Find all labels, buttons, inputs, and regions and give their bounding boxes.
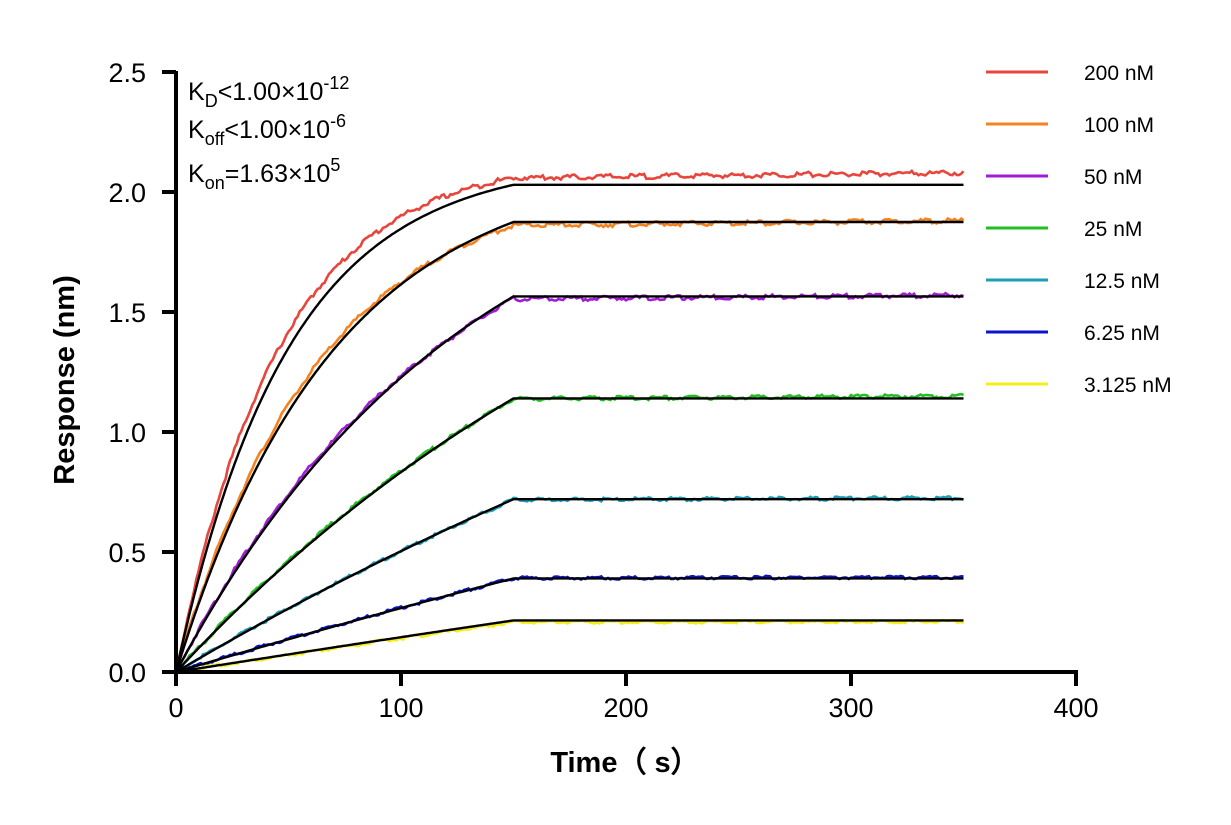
plot-area [174, 169, 965, 674]
series-line-200-nm [174, 169, 965, 672]
x-tick-label: 300 [828, 693, 873, 723]
axes: 0 100 200 300 400 0.0 0.5 1.0 1.5 2.0 2.5 [108, 58, 1098, 723]
y-axis-title: Response (nm) [49, 275, 81, 484]
y-tick-label: 1.0 [108, 418, 146, 448]
legend-label: 6.25 nM [1084, 322, 1160, 345]
fit-line-6-25-nm [175, 577, 964, 674]
fit-line-12-5-nm [175, 498, 964, 674]
legend: 200 nM 100 nM 50 nM 25 nM 12.5 nM 6.25 nM 3.12… [986, 62, 1172, 397]
x-tick-label: 400 [1053, 693, 1098, 723]
kd-annotation: KD<1.00×10-12 [188, 73, 349, 111]
series-line-100-nm [174, 216, 965, 673]
koff-annotation: Koff<1.00×10-6 [188, 111, 346, 149]
y-tick-label: 0.5 [108, 538, 146, 568]
x-axis-title: Time（ s） [550, 746, 699, 779]
fit-line-200-nm [174, 183, 964, 673]
fit-line-25-nm [175, 397, 964, 673]
legend-label: 25 nM [1084, 218, 1142, 241]
fit-line-3-125-nm [175, 619, 964, 674]
series-line-25-nm [175, 392, 964, 673]
legend-label: 50 nM [1084, 166, 1142, 189]
fit-line-100-nm [174, 220, 964, 673]
legend-label: 200 nM [1084, 62, 1154, 85]
series-line-50-nm [174, 291, 964, 672]
fit-line-50-nm [174, 295, 964, 673]
y-tick-label: 0.0 [108, 658, 146, 688]
x-tick-label: 100 [378, 693, 423, 723]
y-tick-label: 2.5 [108, 58, 146, 88]
y-tick-label: 1.5 [108, 298, 146, 328]
legend-label: 12.5 nM [1084, 270, 1160, 293]
series-line-3-125-nm [175, 618, 965, 674]
x-tick-label: 200 [603, 693, 648, 723]
legend-label: 3.125 nM [1084, 374, 1172, 397]
kon-annotation: Kon=1.63×105 [188, 155, 340, 193]
series-line-12-5-nm [175, 495, 964, 673]
x-tick-label: 0 [168, 693, 183, 723]
series-line-6-25-nm [175, 574, 964, 674]
y-tick-label: 2.0 [108, 178, 146, 208]
kinetics-annotations: KD<1.00×10-12 Koff<1.00×10-6 Kon=1.63×10… [188, 73, 349, 193]
legend-label: 100 nM [1084, 114, 1154, 137]
